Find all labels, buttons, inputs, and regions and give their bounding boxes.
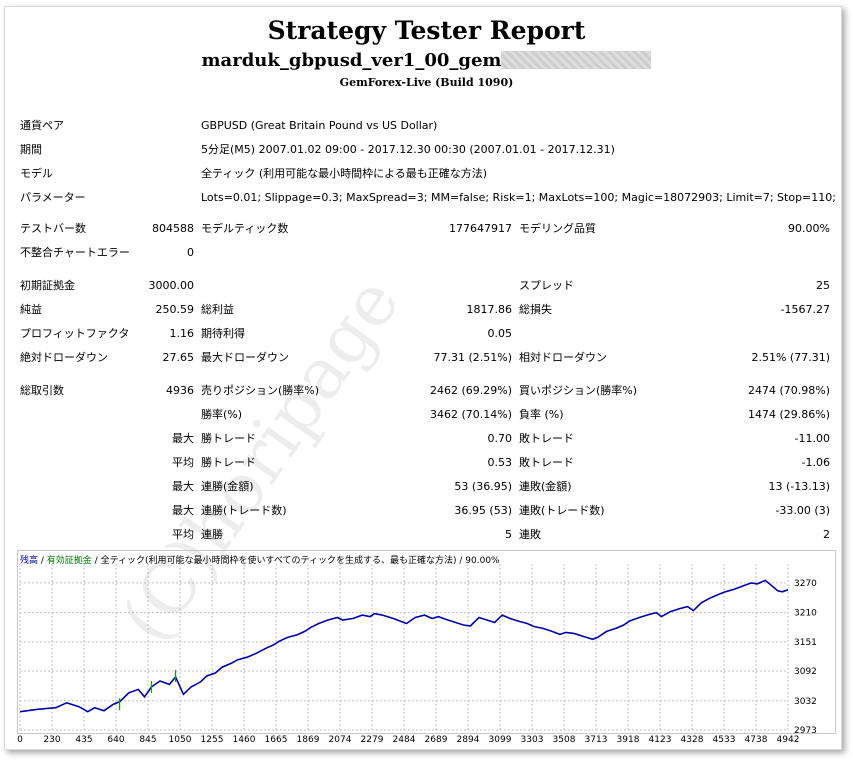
- avg-label-1: 平均: [172, 456, 194, 469]
- consec-loss-cnt-label: 連敗(トレード数): [519, 504, 605, 517]
- legend-sep-3: /: [456, 556, 466, 566]
- net-label: 純益: [20, 303, 42, 316]
- pf-value: 1.16: [169, 327, 195, 340]
- gross-loss-value: -1567.27: [780, 303, 830, 316]
- deposit-label: 初期証拠金: [20, 279, 75, 292]
- avg-consec-loss-value: 2: [823, 528, 830, 541]
- max-dd-value: 77.31 (2.51%): [433, 351, 512, 364]
- info-label-model: モデル: [20, 167, 53, 180]
- info-label-symbol: 通貨ペア: [20, 119, 64, 132]
- consec-loss-cnt-value: -33.00 (3): [775, 504, 830, 517]
- balance-chart: [17, 550, 836, 734]
- ticks-label: モデルティック数: [201, 222, 289, 235]
- consec-win-amt-label: 連勝(金額): [201, 480, 254, 493]
- info-value-symbol: GBPUSD (Great Britain Pound vs US Dollar…: [201, 119, 438, 132]
- info-value-model: 全ティック (利用可能な最小時間枠による最も正確な方法): [201, 167, 488, 180]
- legend-equity: 有効証拠金: [46, 556, 92, 566]
- max-win-value: 0.70: [487, 432, 513, 445]
- bars-label: テストバー数: [20, 222, 86, 235]
- report-title: Strategy Tester Report: [267, 16, 586, 45]
- consec-loss-amt-value: 13 (-13.13): [768, 480, 830, 493]
- ea-name: marduk_gbpusd_ver1_00_gem: [0, 50, 853, 71]
- max-label-1: 最大: [172, 432, 194, 445]
- mismatch-label: 不整合チャートエラー: [20, 246, 130, 259]
- abs-dd-label: 絶対ドローダウン: [20, 351, 108, 364]
- winrate-label: 勝率(%): [201, 408, 243, 421]
- legend-quality: 90.00%: [465, 556, 500, 566]
- max-loss-value: -11.00: [794, 432, 830, 445]
- info-value-period: 5分足(M5) 2007.01.02 09:00 - 2017.12.30 00…: [201, 143, 615, 156]
- short-value: 2462 (69.29%): [429, 384, 512, 397]
- server-name: GemForex-Live (Build 1090): [339, 76, 514, 89]
- info-value-params: Lots=0.01; Slippage=0.3; MaxSpread=3; MM…: [201, 191, 836, 204]
- mismatch-value: 0: [187, 246, 194, 259]
- expected-value: 0.05: [487, 327, 513, 340]
- avg-win-value: 0.53: [487, 456, 513, 469]
- avg-consec-win-value: 5: [505, 528, 512, 541]
- consec-loss-amt-label: 連敗(金額): [519, 480, 572, 493]
- max-label-3: 最大: [172, 504, 194, 517]
- max-dd-label: 最大ドローダウン: [201, 351, 289, 364]
- legend-balance: 残高: [20, 556, 39, 566]
- long-label: 買いポジション(勝率%): [519, 384, 638, 397]
- max-label-2: 最大: [172, 480, 194, 493]
- gross-loss-label: 総損失: [519, 303, 552, 316]
- redacted-account: [501, 51, 652, 69]
- abs-dd-value: 27.65: [162, 351, 195, 364]
- lossrate-value: 1474 (29.86%): [747, 408, 830, 421]
- deposit-value: 3000.00: [148, 279, 195, 292]
- quality-label: モデリング品質: [519, 222, 596, 235]
- legend-desc: 全ティック(利用可能な最小時間枠を使いすべてのティックを生成する、最も正確な方法…: [100, 556, 457, 566]
- consec-win-cnt-value: 36.95 (53): [454, 504, 512, 517]
- info-label-period: 期間: [20, 143, 42, 156]
- gross-profit-value: 1817.86: [466, 303, 513, 316]
- pf-label: プロフィットファクタ: [20, 327, 130, 340]
- consec-win-cnt-label: 連勝(トレード数): [201, 504, 287, 517]
- long-value: 2474 (70.98%): [747, 384, 830, 397]
- max-loss-label: 敗トレード: [519, 432, 574, 445]
- winrate-value: 3462 (70.14%): [429, 408, 512, 421]
- avg-consec-loss-label: 連敗: [519, 528, 541, 541]
- spread-label: スプレッド: [519, 279, 574, 292]
- quality-value: 90.00%: [788, 222, 830, 235]
- max-win-label: 勝トレード: [201, 432, 256, 445]
- info-label-params: パラメーター: [20, 191, 86, 204]
- chart-legend: 残高 / 有効証拠金 / 全ティック(利用可能な最小時間枠を使いすべてのティック…: [20, 553, 500, 566]
- net-value: 250.59: [155, 303, 195, 316]
- trades-value: 4936: [166, 384, 194, 397]
- expected-label: 期待利得: [201, 327, 245, 340]
- spread-value: 25: [816, 279, 830, 292]
- avg-consec-win-label: 連勝: [201, 528, 223, 541]
- rel-dd-value: 2.51% (77.31): [751, 351, 830, 364]
- legend-sep-2: /: [91, 556, 101, 566]
- trades-label: 総取引数: [20, 384, 64, 397]
- bars-value: 804588: [152, 222, 194, 235]
- rel-dd-label: 相対ドローダウン: [519, 351, 607, 364]
- lossrate-label: 負率 (%): [519, 408, 564, 421]
- avg-win-label: 勝トレード: [201, 456, 256, 469]
- ticks-value: 177647917: [449, 222, 512, 235]
- legend-sep-1: /: [38, 556, 47, 566]
- short-label: 売りポジション(勝率%): [201, 384, 320, 397]
- avg-label-2: 平均: [172, 528, 194, 541]
- avg-loss-label: 敗トレード: [519, 456, 574, 469]
- gross-profit-label: 総利益: [201, 303, 234, 316]
- ea-name-text: marduk_gbpusd_ver1_00_gem: [201, 50, 502, 71]
- avg-loss-value: -1.06: [801, 456, 830, 469]
- consec-win-amt-value: 53 (36.95): [454, 480, 512, 493]
